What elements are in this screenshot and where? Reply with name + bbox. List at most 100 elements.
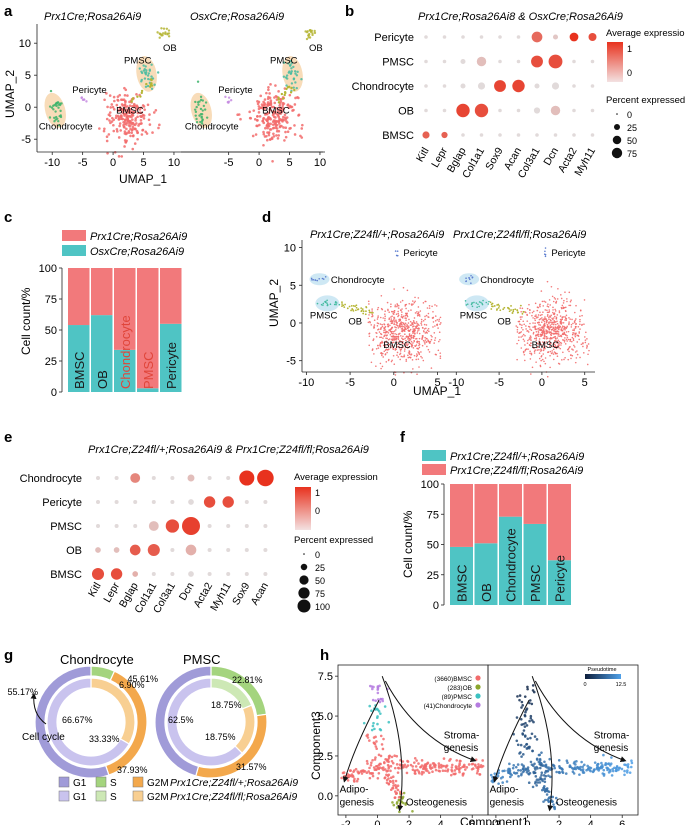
umap-point: [425, 324, 428, 326]
umap-point: [403, 355, 406, 358]
umap-point: [550, 331, 552, 333]
trajectory-point: [519, 743, 523, 747]
umap-point: [150, 63, 153, 66]
umap-point: [275, 127, 279, 130]
trajectory-point: [501, 769, 504, 773]
cluster-label-chondrocyte: Chondrocyte: [480, 275, 534, 286]
umap-point: [530, 339, 532, 342]
umap-point: [125, 123, 128, 126]
umap-point: [282, 115, 285, 119]
trajectory-point: [508, 762, 511, 766]
umap-point: [267, 131, 271, 135]
umap-point: [139, 106, 143, 110]
umap-point: [113, 99, 116, 103]
umap-point: [280, 92, 284, 96]
umap-point: [127, 108, 130, 111]
bar-category-label: Pericyte: [164, 342, 179, 389]
umap-point: [385, 361, 388, 363]
trajectory-point: [409, 763, 413, 767]
trajectory-point: [521, 704, 525, 707]
dot-chondrocyte-acan: [512, 79, 525, 93]
umap-point: [282, 126, 285, 129]
dot-bmsc-acan: [516, 133, 521, 137]
umap-point: [420, 318, 423, 321]
trajectory-point: [525, 743, 528, 746]
trajectory-point: [360, 772, 364, 775]
umap-point: [427, 327, 430, 330]
dot-chondrocyte-dcn: [551, 82, 560, 90]
trajectory-point: [509, 775, 512, 779]
umap-point: [268, 108, 272, 111]
row-label: BMSC: [382, 130, 414, 142]
bar-category-label: BMSC: [455, 564, 470, 602]
umap-point: [510, 309, 512, 311]
umap-point: [275, 112, 278, 115]
umap-point: [224, 95, 227, 99]
umap-point: [569, 300, 572, 303]
umap-point: [387, 309, 389, 312]
umap-point: [471, 276, 474, 278]
umap-point: [272, 126, 276, 130]
umap-point: [123, 103, 126, 107]
umap-point: [105, 135, 109, 139]
umap-point: [314, 279, 317, 281]
trajectory-point: [372, 721, 375, 725]
trajectory-point: [554, 796, 558, 800]
umap-point: [393, 310, 396, 312]
umap-point: [534, 325, 537, 328]
umap-point: [362, 312, 365, 315]
umap-point: [390, 322, 393, 324]
trajectory-point: [519, 769, 523, 772]
umap-point: [267, 111, 271, 115]
trajectory-point: [533, 762, 536, 766]
umap-point: [145, 132, 149, 135]
umap-point: [436, 318, 439, 321]
trajectory-point: [496, 774, 500, 778]
donut-percent-label: 66.67%: [62, 715, 93, 725]
y-tick-label: 0: [290, 318, 296, 330]
umap-point: [506, 306, 509, 309]
umap-point: [143, 71, 147, 74]
umap-point: [371, 315, 373, 318]
umap-point: [428, 307, 431, 309]
trajectory-legend-label: (3660)BMSC: [434, 676, 472, 683]
umap-point: [577, 335, 580, 337]
umap-point: [398, 324, 401, 327]
trajectory-point: [433, 765, 437, 769]
dot-pericyte-lepr: [442, 35, 447, 39]
umap-point: [520, 326, 523, 329]
panel-d-title-left: Prx1Cre;Z24fl/+;Rosa26Ai9: [310, 229, 444, 241]
umap-point: [311, 33, 314, 37]
x-tick-label: -5: [78, 157, 88, 169]
trajectory-point: [365, 771, 369, 775]
umap-point: [536, 321, 539, 324]
umap-point: [562, 306, 565, 309]
umap-point: [165, 27, 169, 31]
legend-phase-label: G2M: [147, 792, 169, 803]
umap-point: [396, 335, 398, 338]
umap-point: [368, 303, 370, 305]
umap-point: [397, 304, 400, 307]
umap-point: [569, 340, 571, 342]
umap-point: [370, 324, 373, 326]
trajectory-point: [378, 700, 382, 704]
umap-point: [560, 297, 563, 300]
donut-percent-label: 33.33%: [89, 734, 120, 744]
umap-point: [389, 324, 391, 327]
dot-ob-kitl: [95, 547, 101, 553]
umap-point: [568, 316, 570, 319]
umap-point: [395, 329, 397, 331]
trajectory-point: [348, 774, 352, 777]
umap-point: [382, 337, 384, 339]
trajectory-point: [396, 771, 400, 774]
trajectory-point: [529, 699, 532, 702]
trajectory-point: [625, 771, 629, 774]
umap-point: [57, 119, 60, 123]
umap-point: [554, 321, 557, 323]
umap-point: [414, 345, 417, 348]
trajectory-point: [526, 685, 529, 689]
trajectory-point: [471, 762, 475, 766]
umap-point: [408, 339, 411, 342]
trajectory-point: [522, 729, 526, 732]
dot-pmsc-kitl: [424, 59, 428, 64]
